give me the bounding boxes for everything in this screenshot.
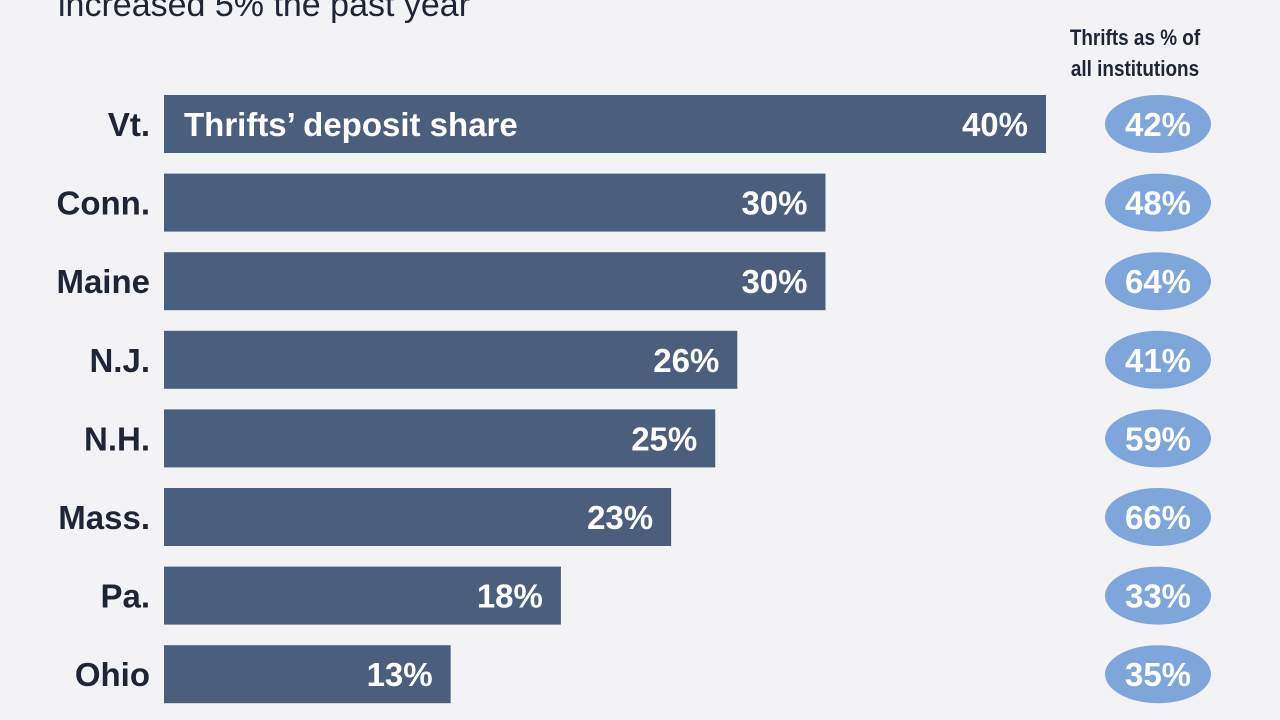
category-label-5: Mass.: [58, 499, 150, 536]
side-oval-3: [1105, 330, 1211, 389]
bar-value-label-4: 25%: [631, 420, 697, 457]
side-value-label-6: 33%: [1125, 578, 1191, 615]
bar-2: [164, 252, 826, 311]
bar-0: [164, 95, 1046, 153]
category-label-6: Pa.: [100, 578, 150, 615]
side-value-label-1: 48%: [1125, 185, 1191, 222]
side-oval-7: [1105, 645, 1211, 704]
bar-value-label-0: 40%: [962, 106, 1028, 143]
bar-1: [164, 173, 826, 232]
bar-value-label-5: 23%: [587, 499, 653, 536]
side-value-label-0: 42%: [1125, 106, 1191, 143]
bar-3: [164, 330, 738, 389]
bar-7: [164, 645, 451, 704]
side-oval-4: [1105, 409, 1211, 468]
chart-headline: increased 5% the past year: [58, 0, 471, 24]
bar-value-label-7: 13%: [367, 656, 433, 693]
side-column-title: Thrifts as % of all institutions: [1053, 22, 1216, 84]
bar-value-label-3: 26%: [653, 342, 719, 379]
category-label-1: Conn.: [57, 185, 150, 222]
category-label-7: Ohio: [75, 656, 150, 693]
category-label-3: N.J.: [89, 342, 150, 379]
side-oval-5: [1105, 488, 1211, 546]
series-name-label: Thrifts’ deposit share: [184, 106, 518, 143]
bar-4: [164, 409, 716, 468]
side-value-label-3: 41%: [1125, 342, 1191, 379]
bar-value-label-2: 30%: [741, 263, 807, 300]
side-column-title-line-1: Thrifts as % of: [1069, 25, 1201, 50]
side-value-label-5: 66%: [1125, 499, 1191, 536]
bar-value-label-6: 18%: [477, 578, 543, 615]
side-value-label-7: 35%: [1125, 656, 1191, 693]
bar-value-label-1: 30%: [741, 185, 807, 222]
side-value-label-4: 59%: [1125, 420, 1191, 457]
bar-6: [164, 566, 561, 625]
category-label-2: Maine: [56, 263, 150, 300]
side-column-title-line-2: all institutions: [1070, 56, 1200, 81]
category-label-0: Vt.: [108, 106, 150, 143]
category-label-4: N.H.: [84, 420, 150, 457]
side-value-label-2: 64%: [1125, 263, 1191, 300]
side-oval-2: [1105, 252, 1211, 311]
bar-5: [164, 488, 672, 546]
side-oval-6: [1105, 566, 1211, 625]
side-oval-0: [1105, 95, 1211, 153]
side-oval-1: [1105, 173, 1211, 232]
